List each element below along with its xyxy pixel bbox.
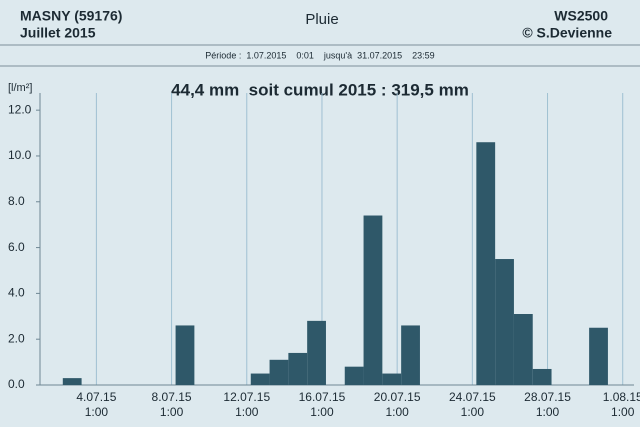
x-tick-label: 8.07.15: [152, 390, 192, 404]
y-tick-label: 0.0: [8, 377, 25, 391]
bar: [532, 368, 552, 385]
bar: [250, 373, 270, 385]
y-tick-label: 12.0: [8, 102, 32, 116]
x-tick-label: 20.07.15: [374, 390, 421, 404]
period: Période : 1.07.2015 0:01 jusqu'à 31.07.2…: [205, 50, 434, 60]
bar: [175, 325, 195, 385]
bar: [476, 142, 496, 385]
x-tick-label: 28.07.15: [524, 390, 571, 404]
bar: [513, 314, 533, 385]
x-tick-label: 4.07.15: [76, 390, 116, 404]
x-tick-label: 1:00: [235, 405, 259, 419]
x-tick-label: 1:00: [461, 405, 485, 419]
x-tick-label: 1:00: [85, 405, 109, 419]
x-tick-label: 1:00: [385, 405, 409, 419]
bar: [344, 366, 364, 385]
x-tick-label: 1:00: [310, 405, 334, 419]
bar: [307, 320, 326, 385]
x-tick-label: 16.07.15: [299, 390, 346, 404]
bar: [589, 327, 608, 385]
bar: [363, 215, 383, 385]
x-tick-label: 1.08.15: [603, 390, 640, 404]
bar: [382, 373, 402, 385]
x-tick-label: 1:00: [160, 405, 184, 419]
x-tick-label: 1:00: [536, 405, 560, 419]
bar: [401, 325, 420, 385]
y-tick-label: 6.0: [8, 240, 25, 254]
y-axis-label: [l/m²]: [8, 82, 32, 94]
bar: [495, 259, 514, 385]
x-tick-label: 1:00: [611, 405, 635, 419]
annotation: 44,4 mm soit cumul 2015 : 319,5 mm: [171, 80, 469, 99]
device: WS2500: [554, 8, 608, 24]
y-tick-label: 2.0: [8, 331, 25, 345]
chart-title: Pluie: [305, 11, 338, 28]
station: MASNY (59176): [20, 8, 122, 24]
x-tick-label: 24.07.15: [449, 390, 496, 404]
bar: [62, 378, 82, 385]
y-tick-label: 8.0: [8, 194, 25, 208]
author: © S.Devienne: [522, 25, 612, 41]
y-tick-label: 4.0: [8, 286, 25, 300]
bar: [288, 352, 308, 385]
month: Juillet 2015: [20, 25, 96, 41]
bar: [269, 359, 289, 385]
y-tick-label: 10.0: [8, 148, 32, 162]
x-tick-label: 12.07.15: [223, 390, 270, 404]
